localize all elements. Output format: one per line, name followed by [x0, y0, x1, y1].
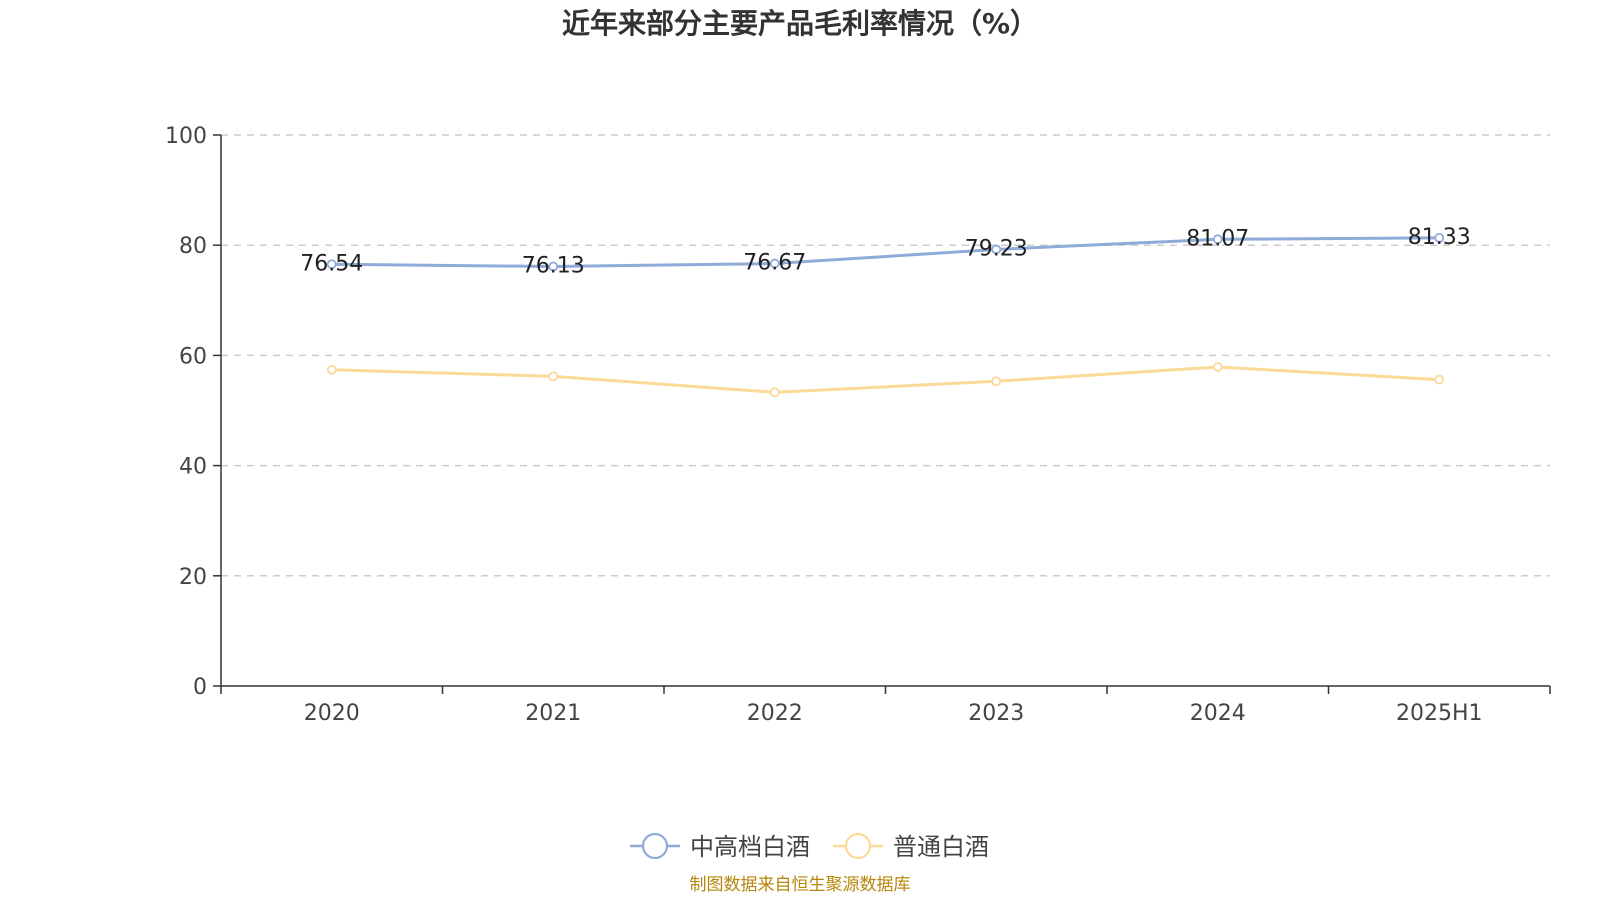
data-point[interactable] — [326, 364, 337, 375]
legend: 中高档白酒 普通白酒 — [630, 832, 989, 861]
legend-item[interactable]: 中高档白酒 — [630, 832, 810, 861]
data-point[interactable] — [1212, 362, 1223, 372]
legend-label: 中高档白酒 — [690, 833, 810, 861]
data-point[interactable] — [991, 376, 1002, 387]
legend-label: 普通白酒 — [893, 833, 989, 861]
data-labels: 76.54 76.13 76.67 79.23 81.07 81.33 — [300, 225, 1470, 279]
series-line-2 — [330, 365, 1441, 394]
series-line-1 — [330, 236, 1441, 269]
y-tick-label: 40 — [179, 455, 207, 480]
y-tick-label: 0 — [193, 675, 207, 700]
data-label: 79.23 — [965, 236, 1028, 261]
data-point[interactable] — [548, 371, 559, 382]
x-tick-label: 2024 — [1190, 701, 1246, 726]
grid-lines — [221, 134, 1550, 577]
data-point[interactable] — [1434, 374, 1445, 385]
legend-item[interactable]: 普通白酒 — [833, 832, 989, 861]
x-tick-label: 2025H1 — [1396, 701, 1483, 726]
data-label: 76.54 — [300, 251, 363, 276]
data-point[interactable] — [991, 244, 1002, 255]
data-point[interactable] — [1212, 234, 1223, 245]
y-tick-label: 20 — [179, 565, 207, 590]
legend-circle-icon — [844, 832, 872, 860]
data-label: 81.33 — [1408, 225, 1471, 250]
axes: 0 20 40 60 80 100 2020 2021 2022 2023 2024 2025H1 — [165, 124, 1551, 726]
data-label: 81.07 — [1186, 226, 1249, 251]
data-point[interactable] — [769, 387, 780, 398]
data-label: 76.13 — [522, 254, 585, 279]
data-point[interactable] — [1434, 232, 1445, 243]
data-label: 76.67 — [743, 251, 806, 276]
chart-title: 近年来部分主要产品毛利率情况（%） — [561, 7, 1039, 40]
data-point[interactable] — [769, 258, 780, 269]
data-point[interactable] — [548, 261, 559, 272]
source-note: 制图数据来自恒生聚源数据库 — [689, 875, 911, 895]
series-lines — [326, 232, 1445, 398]
x-tick-label: 2020 — [304, 701, 360, 726]
x-tick-label: 2022 — [747, 701, 803, 726]
y-tick-label: 100 — [165, 124, 207, 149]
y-tick-label: 60 — [179, 344, 207, 369]
data-point[interactable] — [326, 259, 337, 270]
x-tick-label: 2023 — [968, 701, 1024, 726]
y-tick-label: 80 — [179, 234, 207, 259]
x-tick-label: 2021 — [525, 701, 581, 726]
legend-circle-icon — [641, 832, 669, 860]
